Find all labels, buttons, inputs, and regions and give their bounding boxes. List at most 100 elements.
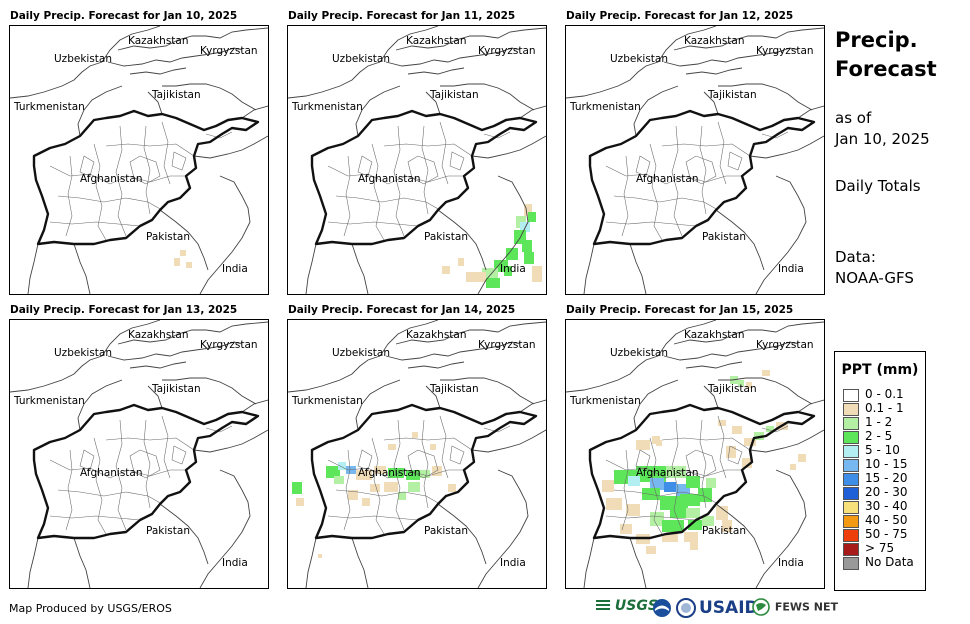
country-border — [355, 379, 401, 431]
precip-cell — [706, 478, 716, 488]
precip-cell — [318, 554, 322, 558]
precip-cell — [620, 524, 632, 534]
province-border — [161, 415, 171, 479]
legend-swatch — [843, 389, 859, 402]
country-border — [241, 105, 268, 119]
country-label-pakistan: Pakistan — [146, 231, 190, 243]
country-border — [288, 61, 381, 99]
precip-cell — [186, 262, 192, 268]
sidebar-title-line2: Forecast — [835, 57, 937, 81]
precip-cell — [666, 466, 686, 478]
noaa-logo — [652, 598, 672, 618]
legend-swatch — [843, 529, 859, 542]
country-border — [755, 175, 807, 294]
country-border — [663, 47, 799, 67]
afghanistan-border — [588, 403, 816, 540]
country-border — [379, 26, 439, 63]
as-of-line1: as of — [835, 109, 872, 127]
legend-label: 0 - 0.1 — [865, 387, 904, 401]
precip-cell — [656, 440, 662, 446]
precip-cell — [628, 476, 640, 486]
country-border — [425, 91, 441, 115]
province-border — [371, 437, 385, 535]
precip-cell — [602, 480, 614, 492]
country-border — [437, 503, 487, 565]
precip-cell — [686, 476, 700, 488]
map-svg-6: Kazakhstan Kyrgyzstan Uzbekistan Tajikistan… — [566, 320, 824, 588]
map-svg-5: Kazakhstan Kyrgyzstan Uzbekistan Tajikistan… — [288, 320, 546, 588]
province-border — [661, 143, 751, 157]
precip-cell — [174, 258, 180, 266]
country-border — [27, 537, 39, 588]
province-border — [143, 125, 151, 215]
province-border — [327, 459, 464, 479]
panel-title-1: Daily Precip. Forecast for Jan 10, 2025 — [10, 10, 238, 22]
province-border — [727, 445, 743, 465]
usgs-text: USGS — [614, 598, 658, 614]
country-label-india: India — [222, 263, 248, 275]
province-border — [449, 445, 465, 465]
country-border — [355, 85, 401, 137]
country-label-kyrgyzstan: Kyrgyzstan — [200, 45, 258, 57]
country-label-tajikistan: Tajikistan — [707, 89, 757, 101]
country-label-kazakhstan: Kazakhstan — [684, 329, 745, 341]
province-border — [671, 419, 683, 531]
province-border — [421, 419, 429, 509]
country-label-uzbekistan: Uzbekistan — [54, 347, 112, 359]
precip-cell — [738, 380, 744, 386]
country-label-tajikistan: Tajikistan — [707, 383, 757, 395]
legend-label: 0.1 - 1 — [865, 401, 904, 415]
province-border — [335, 195, 441, 211]
precip-cell — [746, 382, 752, 388]
country-border — [199, 469, 251, 588]
precip-cell — [726, 446, 736, 458]
map-panel-1: Kazakhstan Kyrgyzstan Uzbekistan Tajikistan… — [9, 25, 269, 295]
map-svg-1: Kazakhstan Kyrgyzstan Uzbekistan Tajikistan… — [10, 26, 268, 294]
country-border — [663, 341, 799, 361]
country-border — [101, 26, 161, 63]
precip-cell — [688, 520, 702, 530]
country-label-pakistan: Pakistan — [146, 525, 190, 537]
afghanistan-border — [310, 109, 538, 246]
precip-cell — [388, 444, 396, 450]
afghanistan-border — [310, 403, 538, 540]
country-label-kazakhstan: Kazakhstan — [128, 329, 189, 341]
province-border — [699, 125, 707, 215]
map-panel-6: Kazakhstan Kyrgyzstan Uzbekistan Tajikistan… — [565, 319, 825, 589]
province-border — [685, 155, 717, 185]
precip-cell — [716, 506, 728, 520]
country-border — [477, 175, 529, 294]
panel-title-4: Daily Precip. Forecast for Jan 13, 2025 — [10, 304, 238, 316]
country-border — [685, 67, 743, 75]
country-label-kyrgyzstan: Kyrgyzstan — [478, 339, 536, 351]
sidebar-title: Precip. Forecast — [835, 26, 937, 84]
country-border — [703, 91, 719, 115]
country-border — [385, 47, 521, 67]
precip-cell — [646, 546, 656, 554]
country-border — [440, 377, 535, 405]
country-label-turkmenistan: Turkmenistan — [291, 395, 363, 407]
precip-cell — [362, 498, 370, 506]
country-border — [633, 379, 679, 431]
precip-cell — [650, 478, 664, 490]
country-label-turkmenistan: Turkmenistan — [13, 395, 85, 407]
country-border — [10, 61, 103, 99]
province-border — [383, 437, 473, 451]
country-border — [27, 243, 39, 294]
province-border — [635, 155, 651, 177]
country-border — [673, 27, 824, 51]
precip-cell — [524, 252, 534, 264]
province-border — [327, 165, 464, 185]
precip-cell — [406, 470, 420, 480]
legend-label: 15 - 20 — [865, 471, 908, 485]
province-border — [671, 125, 683, 237]
country-label-kyrgyzstan: Kyrgyzstan — [756, 339, 814, 351]
province-border — [605, 165, 742, 185]
country-border — [147, 385, 163, 409]
precip-cell — [384, 482, 398, 492]
province-border — [205, 425, 233, 433]
province-border — [129, 155, 161, 185]
legend-label: 50 - 75 — [865, 527, 908, 541]
precip-cell — [790, 464, 796, 470]
province-border — [761, 131, 789, 139]
